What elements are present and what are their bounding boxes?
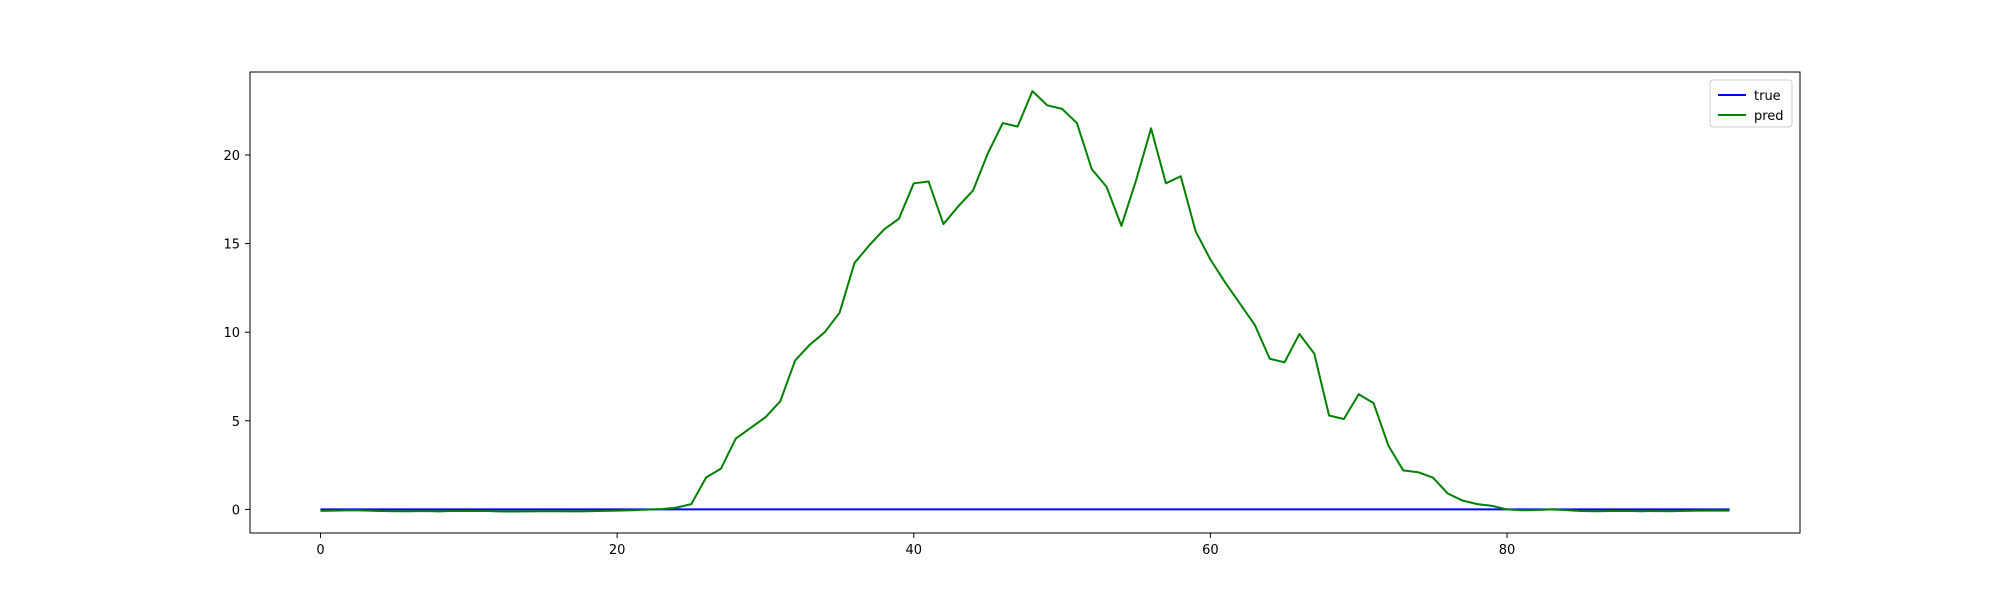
axes-frame [249, 71, 1801, 534]
legend-label-true: true [1754, 89, 1781, 104]
y-tick-label: 0 [232, 503, 240, 518]
y-tick-label: 15 [223, 238, 240, 253]
x-tick-label: 40 [905, 543, 922, 558]
x-tick-label: 0 [316, 543, 324, 558]
y-tick-label: 20 [223, 149, 240, 164]
y-tick-label: 5 [232, 415, 240, 430]
legend: true pred [1709, 79, 1793, 128]
x-tick-label: 80 [1499, 543, 1516, 558]
y-axis: 0 5 10 15 20 [223, 149, 250, 518]
y-tick-label: 10 [223, 326, 240, 341]
plot-layer [320, 90, 1730, 513]
x-tick-label: 20 [609, 543, 626, 558]
x-axis: 0 20 40 60 80 [316, 533, 1515, 558]
x-tick-label: 60 [1202, 543, 1219, 558]
legend-label-pred: pred [1754, 109, 1784, 124]
series-line-pred [320, 90, 1730, 513]
